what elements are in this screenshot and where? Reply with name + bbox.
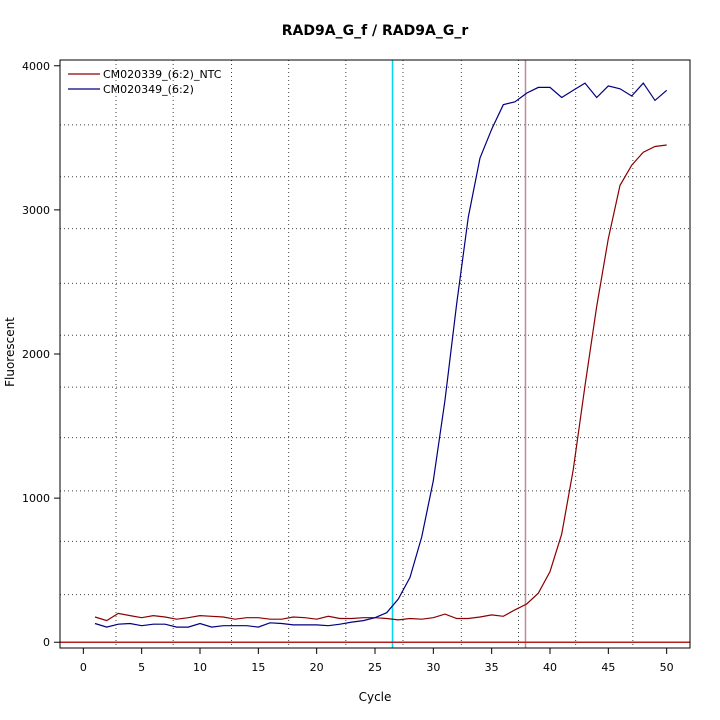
x-tick-label-10: 50 — [660, 661, 674, 674]
x-tick-label-1: 5 — [138, 661, 145, 674]
legend: CM020339_(6:2)_NTC CM020349_(6:2) — [68, 68, 222, 96]
y-tick-label-2: 2000 — [22, 348, 50, 361]
series-lines — [94, 82, 668, 628]
x-tick-label-4: 20 — [310, 661, 324, 674]
y-tick-label-1: 1000 — [22, 492, 50, 505]
grid — [60, 60, 690, 648]
x-tick-label-3: 15 — [251, 661, 265, 674]
vertical-markers — [391, 60, 527, 648]
x-tick-label-8: 40 — [543, 661, 557, 674]
x-tick-label-2: 10 — [193, 661, 207, 674]
plot-frame — [59, 59, 691, 649]
x-tick-label-9: 45 — [601, 661, 615, 674]
x-tick-label-6: 30 — [426, 661, 440, 674]
y-axis-label: Fluorescent — [3, 317, 17, 387]
x-axis-label: Cycle — [359, 690, 392, 704]
x-tick-label-5: 25 — [368, 661, 382, 674]
y-axis: 0 1000 2000 3000 4000 — [22, 60, 60, 649]
y-tick-label-0: 0 — [43, 636, 50, 649]
x-axis: 0 5 10 15 20 25 30 35 40 45 50 — [80, 648, 674, 674]
chart-title: RAD9A_G_f / RAD9A_G_r — [282, 23, 469, 39]
x-tick-label-0: 0 — [80, 661, 87, 674]
y-tick-label-3: 3000 — [22, 204, 50, 217]
series-line-0 — [94, 144, 667, 622]
y-tick-label-4: 4000 — [22, 60, 50, 73]
series-line-1 — [94, 82, 668, 628]
legend-label-0: CM020339_(6:2)_NTC — [103, 68, 222, 81]
legend-label-1: CM020349_(6:2) — [103, 83, 194, 96]
x-tick-label-7: 35 — [485, 661, 499, 674]
